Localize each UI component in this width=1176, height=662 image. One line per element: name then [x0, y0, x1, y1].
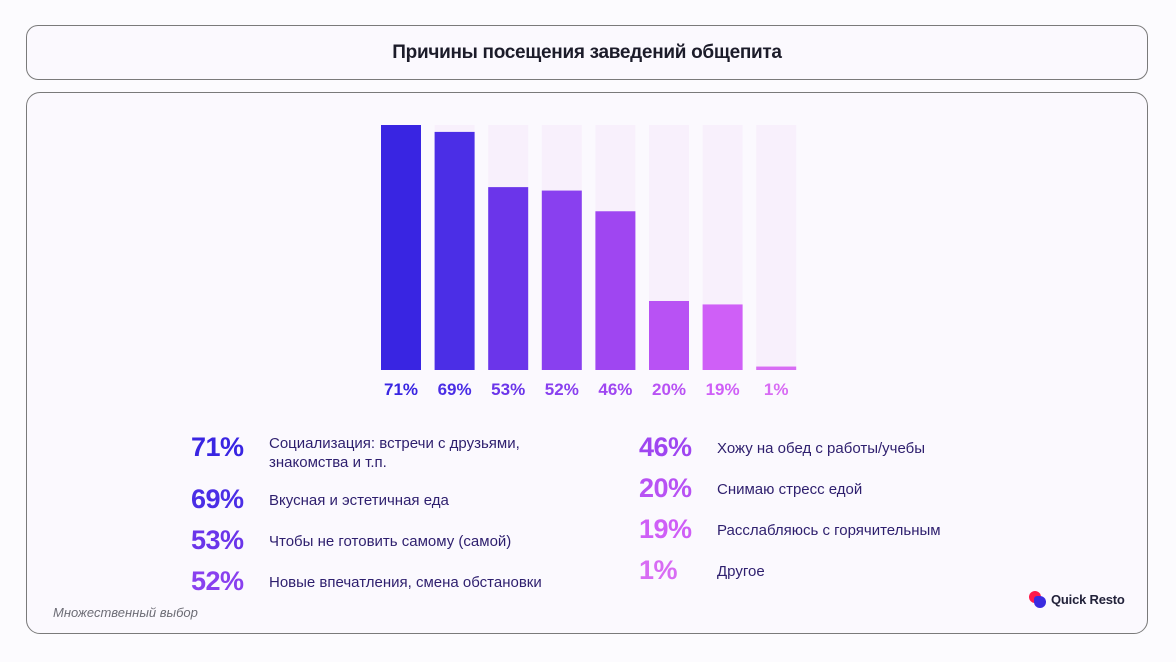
legend-label-line: знакомства и т.п. [269, 454, 387, 471]
legend-percent: 1% [639, 555, 678, 585]
legend-item: 1% Другое [639, 555, 941, 596]
legend-percent: 71% [191, 432, 244, 462]
legend-label: Расслабляюсь с горячительным [717, 522, 941, 539]
footnote: Множественный выбор [53, 605, 198, 620]
page-title: Причины посещения заведений общепита [392, 41, 782, 63]
legend-item: 71% Социализация: встречи с друзьями, зн… [191, 432, 542, 484]
legend-percent: 19% [639, 514, 692, 544]
legend-label: Социализация: встречи с друзьями, знаком… [269, 432, 520, 472]
legend-percent: 53% [191, 525, 244, 555]
legend-item: 20% Снимаю стресс едой [639, 473, 941, 514]
logo-text: Quick Resto [1051, 592, 1125, 607]
legend-label: Снимаю стресс едой [717, 481, 863, 498]
legend-percent: 69% [191, 484, 244, 514]
legend-item: 52% Новые впечатления, смена обстановки [191, 566, 542, 607]
legend-label: Хожу на обед с работы/учебы [717, 440, 926, 457]
legend-label: Новые впечатления, смена обстановки [269, 574, 542, 591]
legend-percent: 46% [639, 432, 692, 462]
logo-icon [1029, 591, 1046, 608]
legend-label-line: Социализация: встречи с друзьями, [269, 435, 520, 452]
quick-resto-logo: Quick Resto [1029, 591, 1125, 608]
legend-left: 71% Социализация: встречи с друзьями, зн… [191, 432, 542, 607]
legend-item: 69% Вкусная и эстетичная еда [191, 484, 542, 525]
legend-label: Чтобы не готовить самому (самой) [269, 533, 512, 550]
chart-panel [26, 92, 1148, 634]
title-panel: Причины посещения заведений общепита [26, 25, 1148, 80]
legend-label: Другое [717, 563, 765, 580]
legend-percent: 20% [639, 473, 692, 503]
legend-right: 46% Хожу на обед с работы/учебы 20% Сним… [639, 432, 941, 596]
legend-label: Вкусная и эстетичная еда [269, 492, 449, 509]
legend-item: 53% Чтобы не готовить самому (самой) [191, 525, 542, 566]
legend-item: 46% Хожу на обед с работы/учебы [639, 432, 941, 473]
legend-item: 19% Расслабляюсь с горячительным [639, 514, 941, 555]
legend-percent: 52% [191, 566, 244, 596]
